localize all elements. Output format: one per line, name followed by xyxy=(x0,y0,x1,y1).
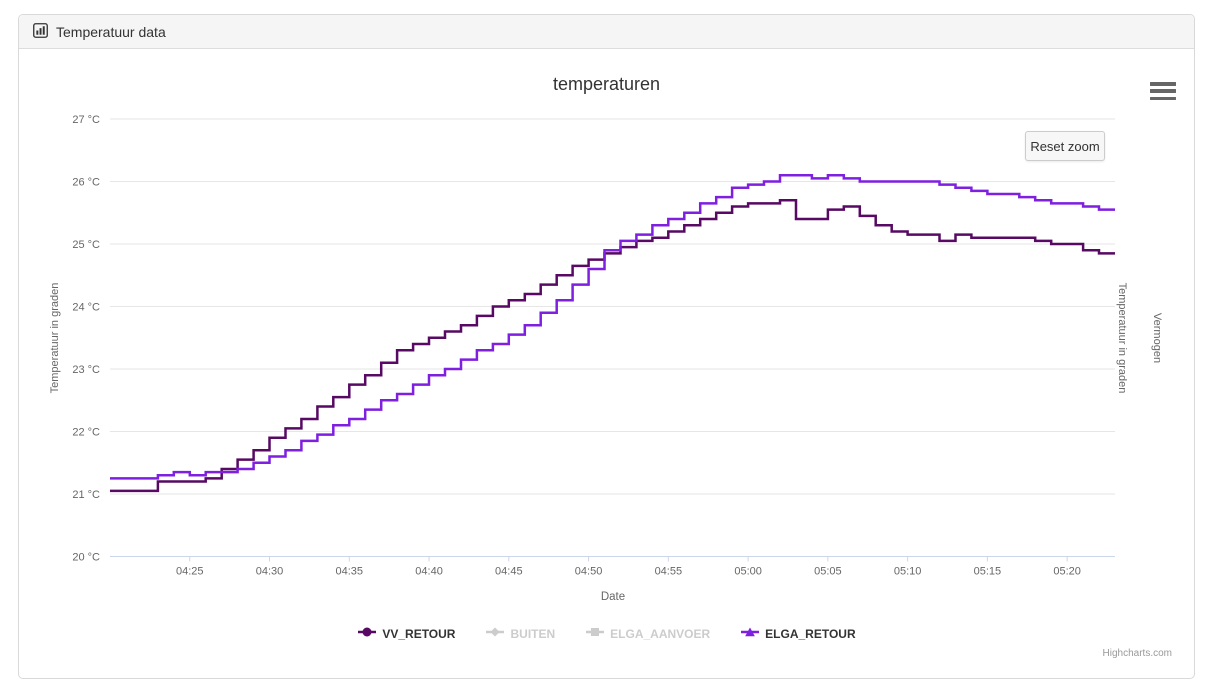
x-tick-label: 04:25 xyxy=(176,566,204,578)
legend-diamond-marker-icon xyxy=(485,626,505,641)
legend-item-elga_retour[interactable]: ELGA_RETOUR xyxy=(740,626,856,641)
y-tick-label: 23 °C xyxy=(72,364,100,376)
legend-label: BUITEN xyxy=(510,626,556,641)
y-tick-label: 27 °C xyxy=(72,114,100,126)
legend-item-buiten[interactable]: BUITEN xyxy=(485,626,555,641)
legend-label: ELGA_AANVOER xyxy=(610,626,711,641)
legend-square-marker-icon xyxy=(585,626,605,641)
x-tick-label: 05:20 xyxy=(1053,566,1081,578)
hamburger-icon xyxy=(1150,82,1176,86)
x-tick-label: 05:00 xyxy=(734,566,762,578)
card-header: Temperatuur data xyxy=(19,15,1194,49)
highcharts-credit-link[interactable]: Highcharts.com xyxy=(1102,648,1172,659)
y-tick-label: 20 °C xyxy=(72,552,100,564)
legend-label: VV_RETOUR xyxy=(382,626,456,641)
x-axis-labels: 04:25 04:30 04:35 04:40 04:45 04:50 04:55 05:00… xyxy=(176,556,1081,578)
card-title: Temperatuur data xyxy=(56,23,166,40)
y-axis-title-vermogen: Vermogen xyxy=(1151,312,1163,364)
x-tick-label: 04:35 xyxy=(336,566,364,578)
legend-label: ELGA_RETOUR xyxy=(765,626,856,641)
x-tick-label: 04:40 xyxy=(415,566,443,578)
x-tick-label: 04:45 xyxy=(495,566,523,578)
hamburger-icon xyxy=(1150,96,1176,100)
y-axis-title-right: Temperatuur in graden xyxy=(1116,282,1128,394)
x-axis-title: Date xyxy=(600,591,626,603)
y-tick-label: 26 °C xyxy=(72,177,100,189)
bar-chart-icon xyxy=(33,22,48,41)
y-axis-labels: 20 °C 21 °C 22 °C 23 °C 24 °C 25 °C 26 °C 27 °C xyxy=(72,114,100,564)
legend-circle-marker-icon xyxy=(357,626,377,641)
temperature-data-card: Temperatuur data 20 °C 21 °C 22 °C 23 °C 24 … xyxy=(18,14,1195,679)
y-axis-title-left: Temperatuur in graden xyxy=(49,282,61,394)
legend-item-vv_retour[interactable]: VV_RETOUR xyxy=(357,626,455,641)
legend-triangle-marker-icon xyxy=(740,626,760,641)
legend: VV_RETOUR BUITEN ELGA_AANVOER ELGA_RETOUR xyxy=(19,626,1194,641)
x-tick-label: 05:10 xyxy=(894,566,922,578)
x-tick-label: 05:15 xyxy=(974,566,1002,578)
x-tick-label: 05:05 xyxy=(814,566,842,578)
plot-svg: 20 °C 21 °C 22 °C 23 °C 24 °C 25 °C 26 °C 27 °C… xyxy=(72,114,1115,578)
y-tick-label: 25 °C xyxy=(72,239,100,251)
x-tick-label: 04:30 xyxy=(256,566,284,578)
y-tick-label: 22 °C xyxy=(72,427,100,439)
x-tick-label: 04:55 xyxy=(655,566,683,578)
y-tick-label: 24 °C xyxy=(72,302,100,314)
series-line-elga_retour[interactable] xyxy=(110,173,1115,480)
chart-title: temperaturen xyxy=(552,74,661,94)
chart-container: 20 °C 21 °C 22 °C 23 °C 24 °C 25 °C 26 °C 27 °C… xyxy=(19,50,1194,678)
y-tick-label: 21 °C xyxy=(72,489,100,501)
chart-context-menu-button[interactable] xyxy=(1150,81,1176,101)
x-tick-label: 04:50 xyxy=(575,566,603,578)
legend-item-elga_aanvoer[interactable]: ELGA_AANVOER xyxy=(585,626,710,641)
hamburger-icon xyxy=(1150,89,1176,93)
reset-zoom-button[interactable]: Reset zoom xyxy=(1025,131,1105,161)
plot-area[interactable] xyxy=(110,119,1115,557)
